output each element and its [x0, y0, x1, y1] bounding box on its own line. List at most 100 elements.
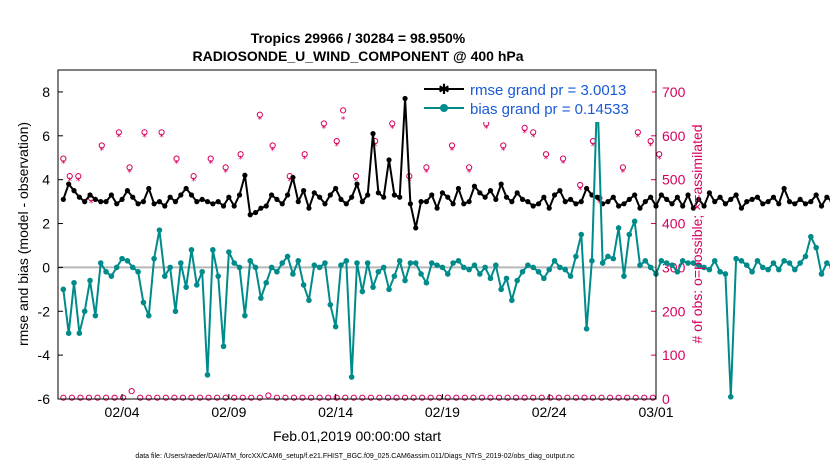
rmse-point — [573, 201, 579, 207]
y-tick-label-left: -6 — [38, 391, 51, 407]
rmse-point — [66, 181, 72, 187]
rmse-point — [236, 192, 243, 198]
obs-possible-marker — [196, 394, 204, 401]
bias-point — [690, 260, 697, 266]
obs-possible-marker — [290, 394, 298, 401]
obs-possible-marker — [444, 394, 451, 401]
x-tick-label: 02/24 — [532, 404, 567, 420]
obs-possible-marker — [333, 137, 340, 145]
bias-point — [738, 258, 745, 264]
y-tick-label-right: 100 — [662, 347, 686, 363]
rmse-point — [519, 196, 526, 203]
bias-point — [615, 225, 622, 231]
legend-rmse-marker: ✱ — [438, 81, 450, 97]
obs-possible-marker — [427, 394, 434, 401]
bias-point — [808, 233, 814, 240]
rmse-point — [252, 209, 259, 216]
bias-point — [450, 260, 456, 266]
obs-possible-marker — [273, 394, 281, 401]
obs-possible-marker — [269, 142, 276, 149]
bias-point — [172, 308, 179, 315]
rmse-point — [765, 199, 771, 205]
bias-point — [247, 258, 254, 264]
bias-point — [332, 323, 339, 330]
bias-point — [695, 262, 702, 269]
x-tick-label: 02/04 — [105, 404, 140, 420]
obs-possible-marker — [98, 142, 105, 149]
rmse-point — [76, 194, 82, 200]
bias-point — [647, 264, 654, 271]
obs-assimilated-marker: * — [450, 146, 455, 156]
rmse-point — [199, 196, 205, 203]
rmse-point — [391, 192, 397, 198]
bias-point — [108, 273, 115, 279]
series-lines — [60, 86, 830, 400]
bias-point — [444, 271, 451, 277]
obs-assimilated-marker: * — [522, 129, 527, 139]
obs-assimilated-marker: * — [390, 124, 395, 134]
obs-possible-marker — [564, 394, 571, 401]
bias-point — [824, 260, 830, 266]
rmse-point — [487, 188, 494, 194]
bias-point — [386, 286, 392, 293]
rmse-point — [493, 196, 499, 203]
rmse-point — [770, 194, 777, 200]
obs-possible-marker — [542, 151, 550, 158]
bias-point — [503, 275, 510, 282]
bias-point — [722, 271, 729, 277]
rmse-point — [471, 183, 478, 189]
rmse-point — [776, 201, 782, 207]
obs-possible-marker — [316, 394, 323, 401]
bias-point — [658, 258, 665, 264]
bias-point — [124, 258, 131, 264]
rmse-point — [594, 194, 600, 200]
bias-point — [97, 260, 104, 266]
rmse-point — [263, 203, 269, 209]
rmse-point — [290, 174, 296, 181]
bias-point — [599, 260, 606, 266]
obs-possible-marker — [487, 394, 494, 401]
obs-possible-marker — [179, 394, 187, 401]
obs-possible-marker — [359, 394, 366, 401]
x-tick-label: 02/09 — [211, 404, 246, 420]
obs-possible-marker — [577, 181, 584, 189]
rmse-point — [808, 199, 814, 205]
obs-possible-marker — [66, 173, 73, 180]
obs-markers: ****************************************… — [60, 107, 663, 401]
bias-point — [178, 260, 184, 266]
rmse-point — [744, 199, 750, 205]
bias-point — [477, 271, 483, 277]
obs-possible-marker — [530, 129, 537, 136]
rmse-point — [386, 157, 392, 163]
obs-possible-marker — [634, 129, 641, 136]
obs-possible-marker — [307, 394, 315, 401]
obs-assimilated-marker: * — [657, 155, 662, 165]
bias-point — [711, 258, 718, 264]
obs-possible-marker — [171, 394, 178, 401]
rmse-point — [215, 199, 221, 205]
rmse-point — [648, 194, 654, 200]
rmse-point — [434, 205, 440, 211]
obs-possible-marker — [102, 394, 110, 401]
bias-point — [546, 266, 553, 273]
rmse-point — [423, 199, 430, 205]
bias-point — [674, 268, 681, 275]
obs-possible-marker — [222, 394, 229, 401]
obs-assimilated-marker: * — [191, 177, 196, 187]
bias-point — [578, 231, 585, 238]
y-tick-label-left: 8 — [42, 84, 50, 100]
obs-possible-marker — [120, 394, 127, 401]
y-tick-label-left: -2 — [38, 303, 51, 319]
obs-possible-marker — [436, 394, 443, 401]
bias-point — [637, 262, 643, 269]
bias-point — [525, 262, 531, 269]
obs-assimilated-marker: * — [578, 186, 583, 196]
rmse-point — [786, 199, 793, 205]
rmse-point — [311, 190, 317, 196]
bias-point — [792, 266, 798, 273]
y-tick-label-left: -4 — [38, 347, 51, 363]
rmse-point — [301, 188, 307, 194]
rmse-point — [82, 199, 88, 205]
bias-point — [759, 264, 766, 271]
rmse-point — [338, 196, 344, 203]
